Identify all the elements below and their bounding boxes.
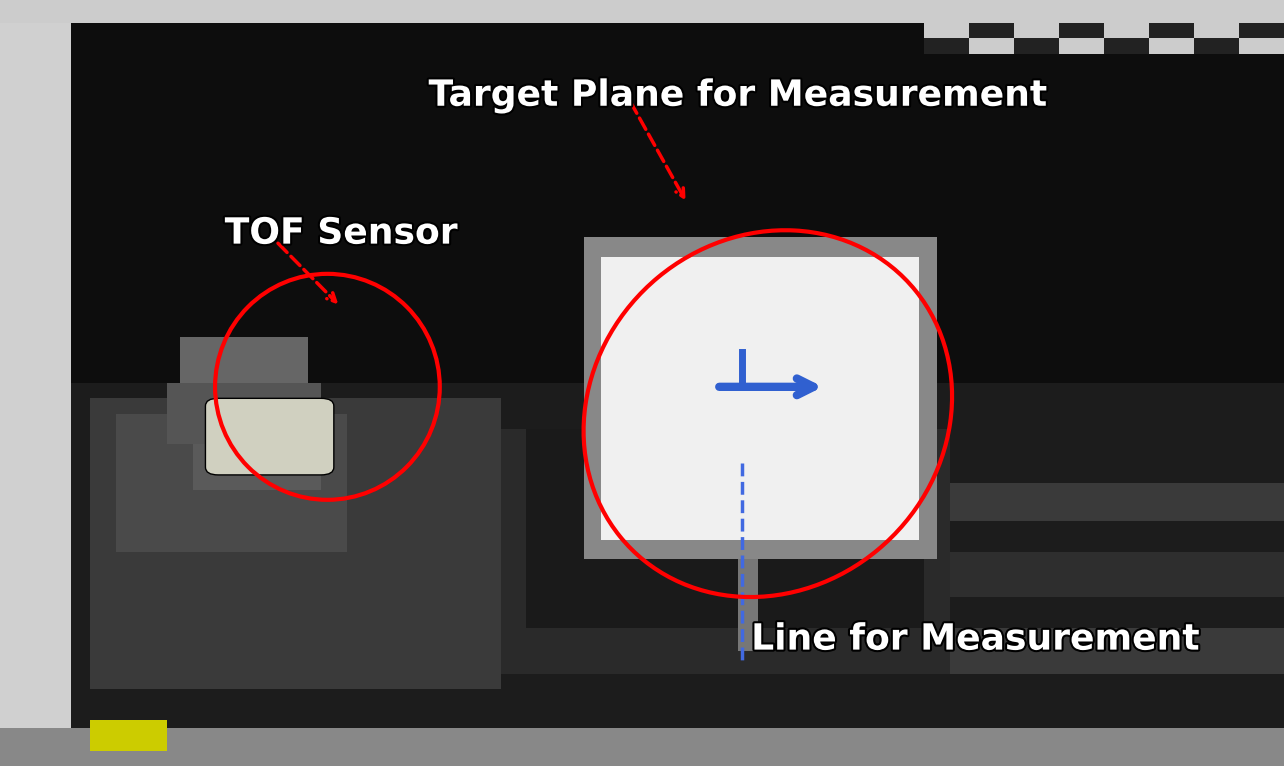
Bar [969, 23, 1014, 38]
Text: Target Plane for Measurement: Target Plane for Measurement [429, 79, 1048, 113]
Bar [1149, 38, 1194, 54]
Bar [969, 38, 1014, 54]
Bar [1239, 23, 1284, 38]
Bar [738, 559, 758, 651]
Bar [584, 237, 937, 559]
Bar [1059, 38, 1104, 54]
Bar [180, 337, 308, 383]
Bar [924, 628, 1284, 674]
Bar [0, 0, 1284, 23]
Bar [0, 0, 71, 766]
Bar [501, 429, 950, 674]
Bar [0, 728, 1284, 766]
Bar [924, 483, 1284, 521]
Bar [1239, 38, 1284, 54]
FancyBboxPatch shape [205, 398, 334, 475]
Bar [167, 383, 321, 444]
Bar [1104, 38, 1149, 54]
Bar [90, 398, 501, 689]
Bar [116, 414, 347, 552]
Bar [1059, 23, 1104, 38]
Bar [1194, 23, 1239, 38]
Text: TOF Sensor: TOF Sensor [225, 217, 458, 250]
Bar [924, 552, 1284, 597]
Bar [193, 444, 321, 490]
Bar [1014, 38, 1059, 54]
Bar [1149, 23, 1194, 38]
Bar [71, 383, 1284, 728]
Bar [924, 23, 969, 38]
Bar [1014, 23, 1059, 38]
Text: Line for Measurement: Line for Measurement [751, 623, 1201, 656]
Bar [1194, 38, 1239, 54]
Bar [90, 720, 167, 751]
Bar [601, 257, 919, 540]
Bar [924, 38, 969, 54]
Bar [526, 429, 924, 628]
Bar [1104, 23, 1149, 38]
